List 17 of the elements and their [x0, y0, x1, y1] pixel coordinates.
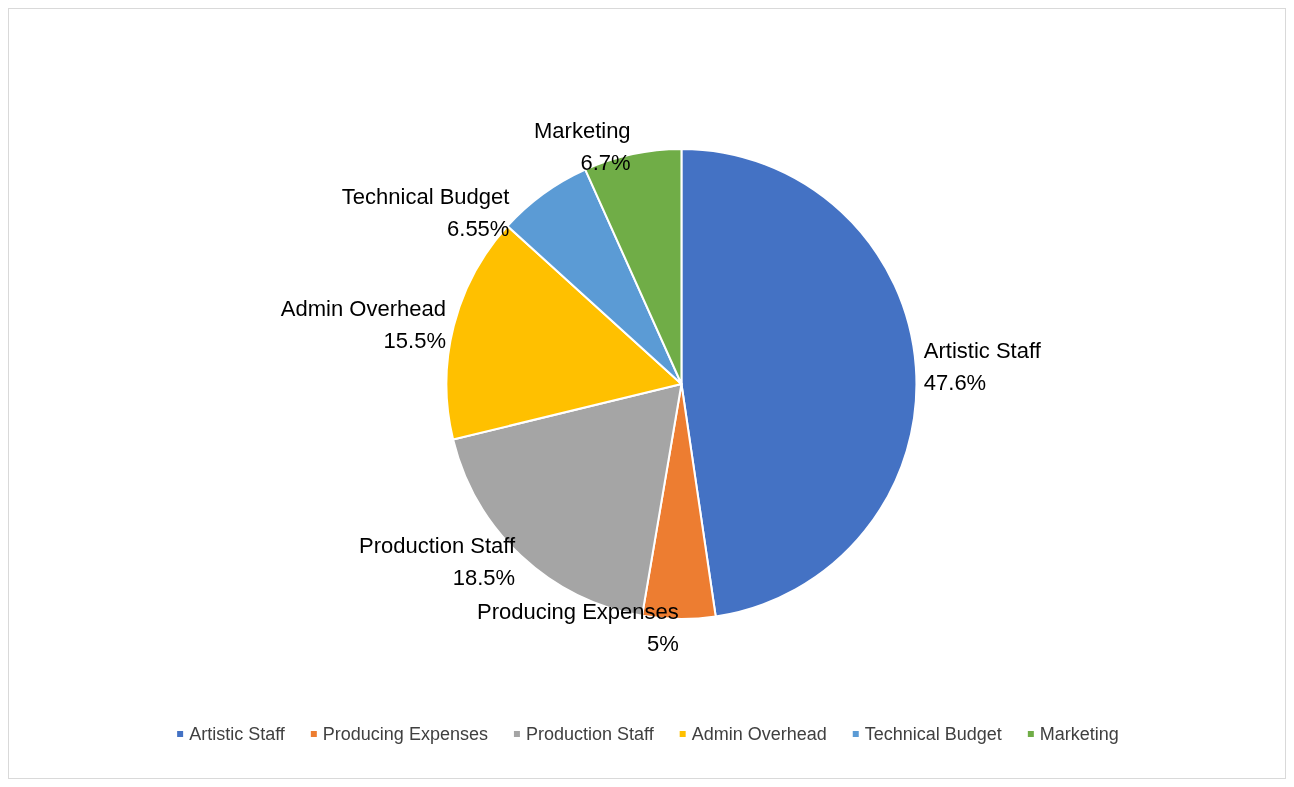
data-label: 5%	[646, 631, 679, 657]
legend-label: Producing Expenses	[322, 724, 488, 744]
legend-label: Technical Budget	[864, 724, 1002, 744]
legend-label: Artistic Staff	[189, 724, 286, 744]
data-label: 6.7%	[580, 149, 631, 175]
slice-label: Artistic Staff	[923, 337, 1042, 363]
slice-label: Marketing	[534, 117, 631, 143]
legend-label: Production Staff	[525, 724, 655, 744]
slice-label: Technical Budget	[341, 183, 510, 209]
legend-label: Marketing	[1039, 724, 1119, 744]
data-label: 18.5%	[452, 565, 516, 591]
data-label: 6.55%	[447, 215, 510, 241]
data-label: 47.6%	[923, 369, 987, 395]
legend-label: Admin Overhead	[691, 724, 827, 744]
data-label: 15.5%	[383, 327, 446, 353]
slice-label: Production Staff	[359, 533, 517, 559]
slice-label: Admin Overhead	[280, 295, 446, 321]
